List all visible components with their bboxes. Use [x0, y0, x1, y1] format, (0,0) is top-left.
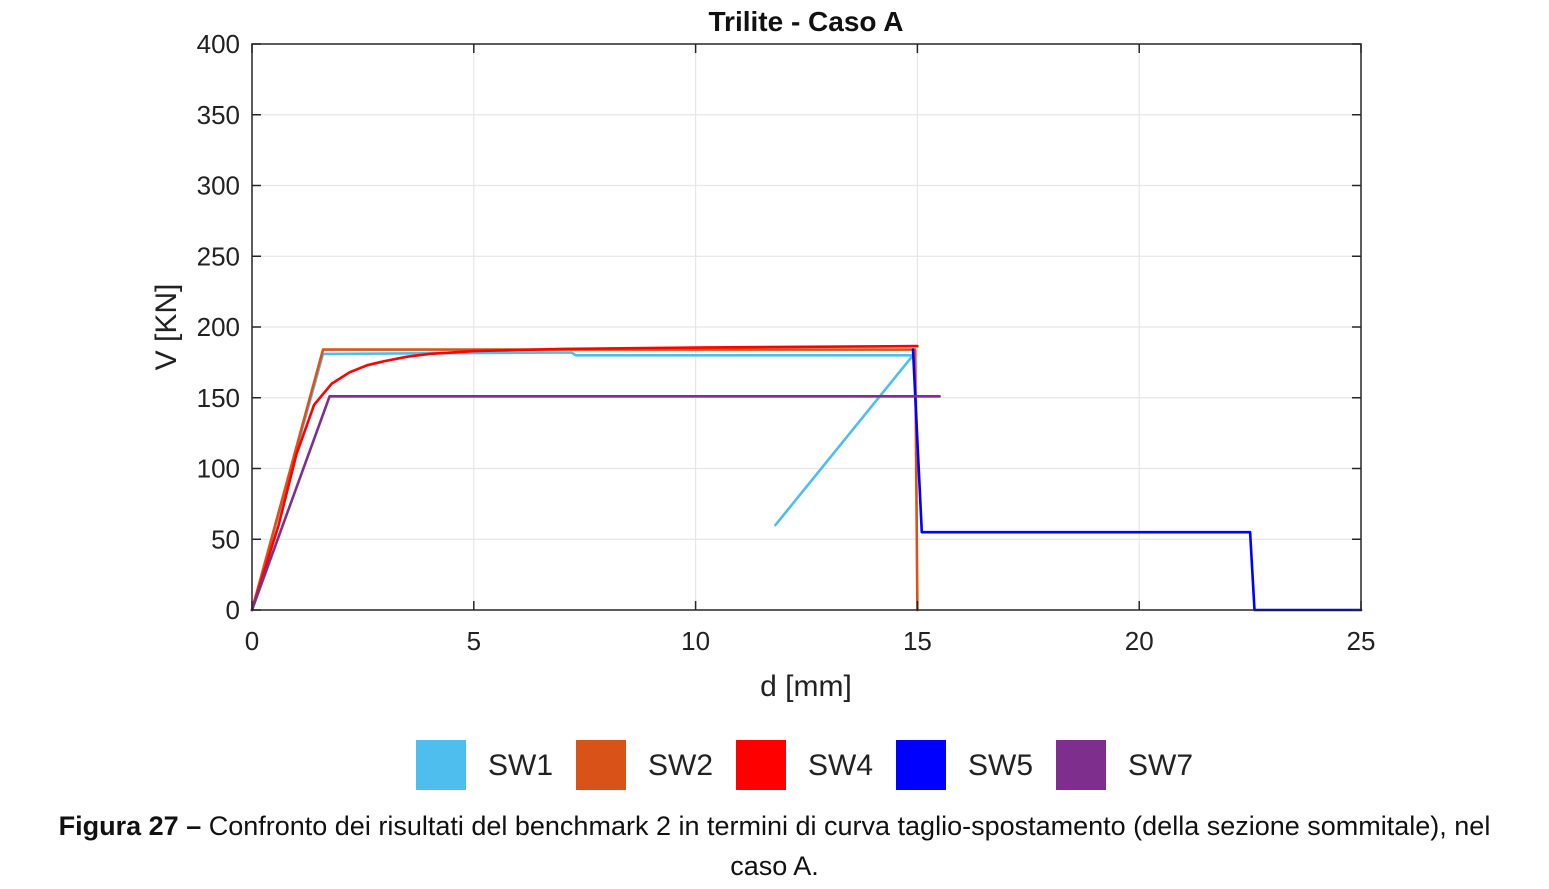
x-tick-label: 5 — [467, 626, 481, 656]
caption-text: Confronto dei risultati del benchmark 2 … — [201, 811, 1491, 881]
legend-swatch-sw7 — [1056, 740, 1106, 790]
y-tick-label: 150 — [197, 383, 240, 413]
x-tick-label: 0 — [245, 626, 259, 656]
figure-caption: Figura 27 – Confronto dei risultati del … — [40, 806, 1509, 886]
y-tick-label: 300 — [197, 171, 240, 201]
y-tick-label: 100 — [197, 454, 240, 484]
series-line-sw4 — [250, 344, 919, 612]
legend-label-sw4: SW4 — [808, 749, 873, 782]
y-tick-label: 200 — [197, 312, 240, 342]
legend-label-sw2: SW2 — [648, 749, 713, 782]
legend-swatch-sw2 — [576, 740, 626, 790]
y-tick-label: 50 — [211, 524, 240, 554]
y-tick-label: 250 — [197, 241, 240, 271]
series-lines — [250, 344, 1363, 612]
chart-title: Trilite - Caso A — [708, 6, 903, 37]
caption-label: Figura 27 – — [58, 811, 202, 841]
x-tick-label: 10 — [681, 626, 710, 656]
legend-swatch-sw5 — [896, 740, 946, 790]
x-tick-label: 20 — [1125, 626, 1154, 656]
y-tick-label: 350 — [197, 100, 240, 130]
grid — [252, 44, 1361, 610]
y-tick-label: 400 — [197, 29, 240, 59]
x-tick-label: 25 — [1347, 626, 1376, 656]
y-axis-title: V [KN] — [150, 284, 183, 371]
legend: SW1 SW2 SW4 SW5 SW7 — [416, 740, 1193, 790]
legend-label-sw5: SW5 — [968, 749, 1033, 782]
y-tick-label: 0 — [226, 595, 240, 625]
x-axis-title: d [mm] — [760, 670, 852, 703]
legend-label-sw1: SW1 — [488, 749, 553, 782]
legend-swatch-sw4 — [736, 740, 786, 790]
series-line-sw7 — [250, 394, 941, 612]
legend-label-sw7: SW7 — [1128, 749, 1193, 782]
legend-swatch-sw1 — [416, 740, 466, 790]
x-tick-label: 15 — [903, 626, 932, 656]
